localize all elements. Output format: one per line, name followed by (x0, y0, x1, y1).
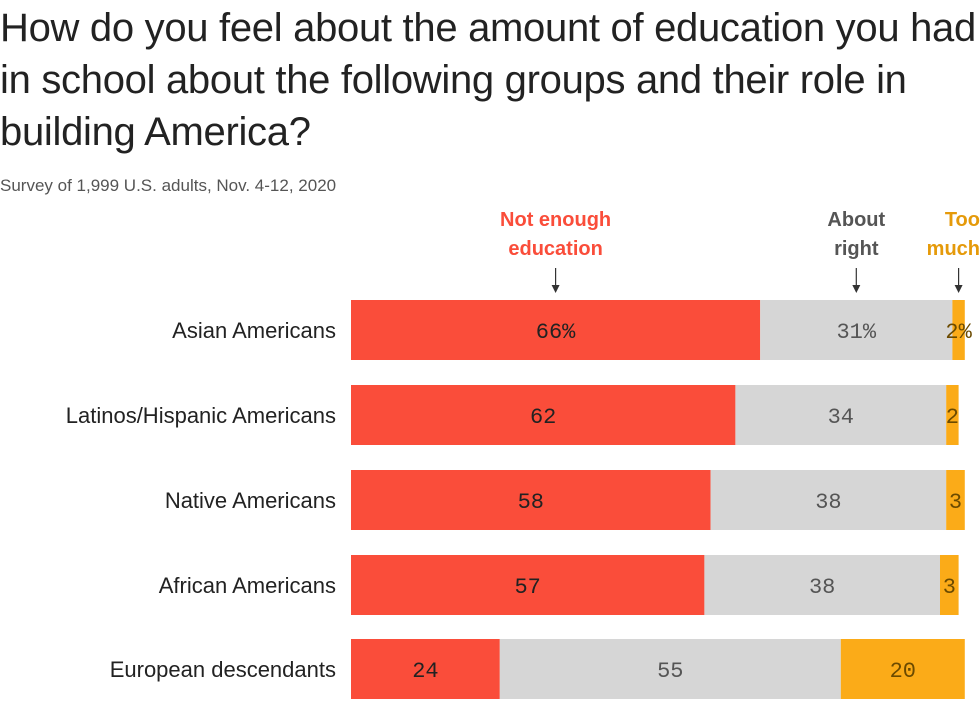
category-label: Native Americans (165, 488, 336, 513)
category-label: European descendants (110, 657, 336, 682)
bar-segment (351, 300, 761, 360)
chart-title: How do you feel about the amount of educ… (0, 6, 976, 154)
bar-segment (351, 639, 500, 699)
bar-segment (952, 300, 965, 360)
data-label: 55 (657, 659, 683, 684)
series-header: Too (945, 209, 980, 231)
bar-segment (351, 470, 711, 530)
data-label: 38 (809, 575, 835, 600)
bar-segment (946, 470, 965, 530)
data-label: 34 (828, 405, 854, 430)
chart-subtitle: Survey of 1,999 U.S. adults, Nov. 4-12, … (0, 176, 337, 195)
bar-segment (351, 555, 705, 615)
series-header: education (508, 238, 602, 260)
series-header: About (827, 209, 885, 231)
data-label: 31% (836, 320, 876, 345)
data-label: 62 (530, 405, 556, 430)
bar-segment (760, 300, 953, 360)
series-header: right (834, 238, 879, 260)
bar-segment (704, 555, 940, 615)
bar-segment (710, 470, 947, 530)
data-label: 2 (946, 405, 959, 430)
bar-segment (940, 555, 959, 615)
header-arrow-head (954, 285, 963, 293)
header-arrow-head (852, 285, 861, 293)
data-label: 20 (890, 659, 916, 684)
data-label: 3 (943, 575, 956, 600)
data-label: 57 (514, 575, 540, 600)
data-label: 2% (945, 320, 972, 345)
header-arrow-head (551, 285, 560, 293)
bar-segment (840, 639, 965, 699)
data-label: 38 (815, 490, 841, 515)
bar-segment (499, 639, 841, 699)
category-label: Latinos/Hispanic Americans (66, 403, 336, 428)
bar-segment (351, 385, 736, 445)
data-label: 66% (536, 320, 576, 345)
series-header: much (927, 238, 980, 260)
data-label: 58 (518, 490, 544, 515)
series-header: Not enough (500, 209, 611, 231)
data-label: 3 (949, 490, 962, 515)
bar-segment (735, 385, 947, 445)
category-label: Asian Americans (172, 318, 336, 343)
bar-segment (946, 385, 959, 445)
category-label: African Americans (159, 573, 336, 598)
data-label: 24 (412, 659, 438, 684)
